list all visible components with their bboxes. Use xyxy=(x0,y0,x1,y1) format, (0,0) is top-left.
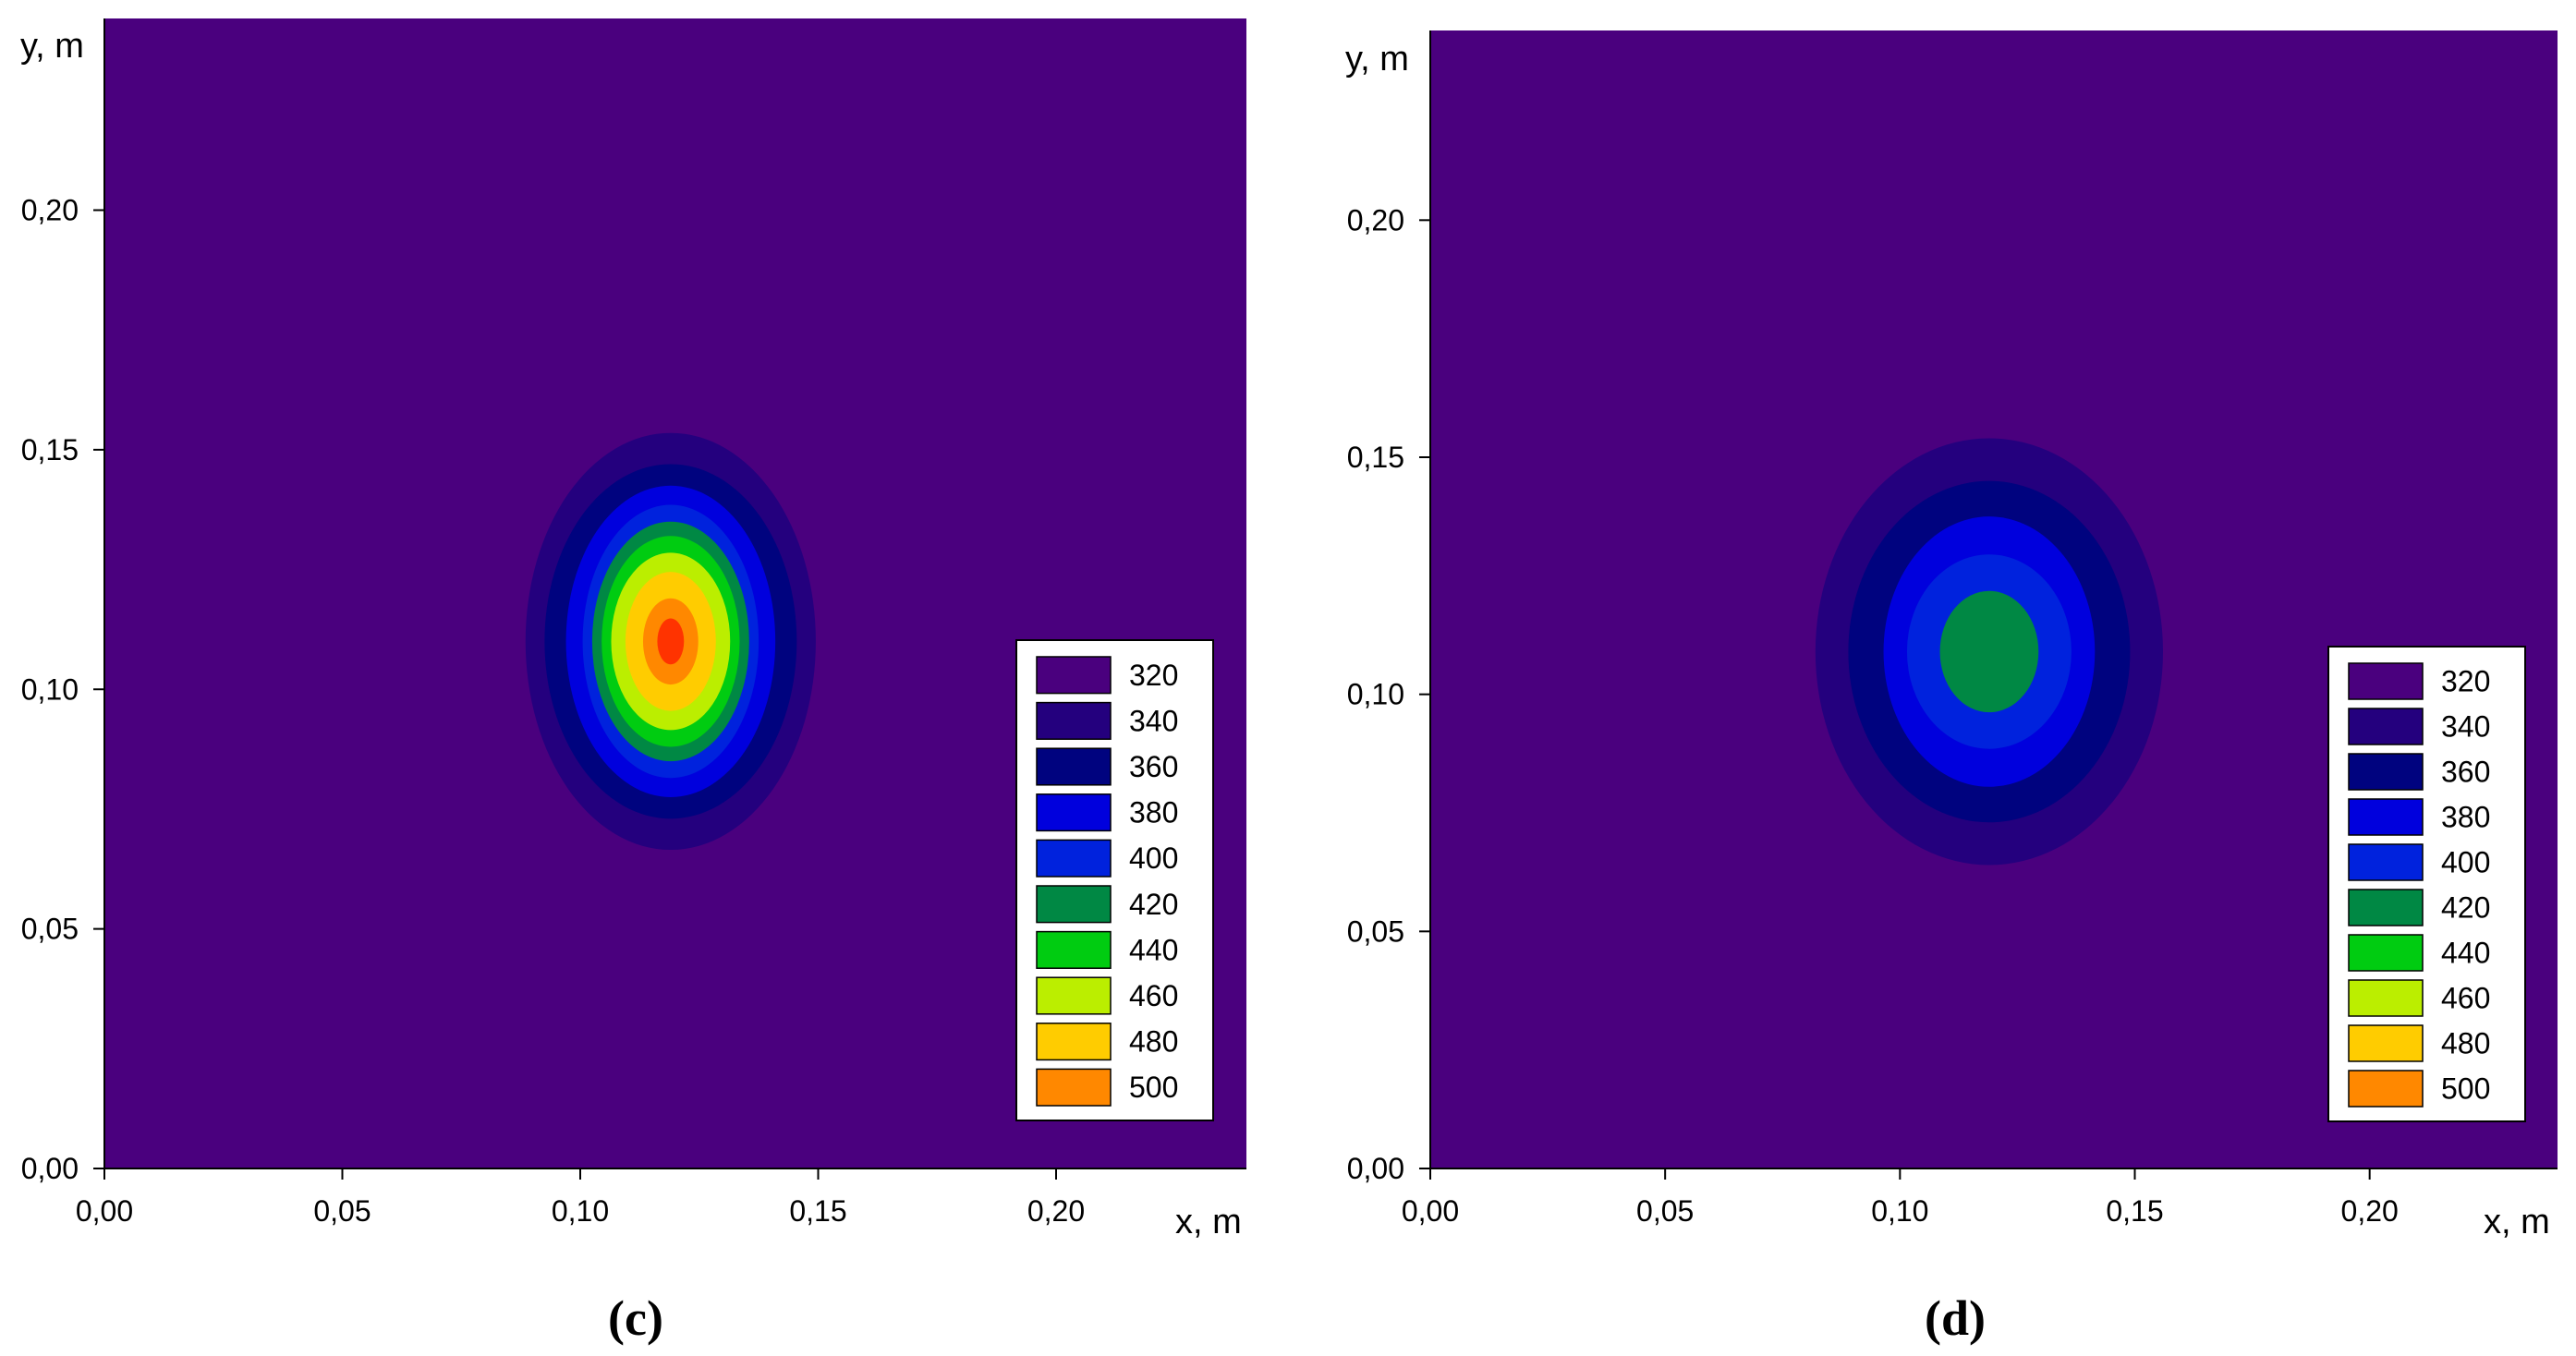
legend-label-320: 320 xyxy=(1129,659,1178,692)
x-tick-label: 0,05 xyxy=(1636,1194,1694,1228)
y-tick-label: 0,15 xyxy=(1347,441,1404,474)
legend-swatch-340 xyxy=(1036,701,1112,740)
legend-label-480: 480 xyxy=(2441,1027,2490,1060)
legend-label-380: 380 xyxy=(2441,801,2490,834)
x-tick-label: 0,00 xyxy=(76,1194,133,1228)
legend-swatch-420 xyxy=(2348,889,2424,926)
legend-label-360: 360 xyxy=(2441,756,2490,789)
contour-420 xyxy=(1939,590,2039,713)
contour-520 xyxy=(657,618,685,665)
legend-swatch-340 xyxy=(2348,708,2424,745)
legend-label-340: 340 xyxy=(1129,704,1178,737)
legend-label-340: 340 xyxy=(2441,710,2490,744)
y-axis: 0,00 0,05 0,10 0,15 0,20 xyxy=(21,18,105,1185)
legend-label-320: 320 xyxy=(2441,665,2490,698)
legend-label-500: 500 xyxy=(2441,1072,2490,1106)
x-tick-label: 0,15 xyxy=(2106,1194,2163,1228)
legend-swatch-440 xyxy=(1036,930,1112,969)
legend-swatch-460 xyxy=(1036,976,1112,1015)
legend-swatch-380 xyxy=(2348,798,2424,836)
chart-panel-c: 0,00 0,05 0,10 0,15 0,20 0,00 0,05 0,10 0,15 0,2… xyxy=(20,18,1246,1346)
x-tick-label: 0,15 xyxy=(789,1194,846,1228)
legend-label-400: 400 xyxy=(2441,846,2490,879)
x-tick-label: 0,05 xyxy=(313,1194,371,1228)
x-tick-label: 0,00 xyxy=(1402,1194,1459,1228)
contour-layer xyxy=(525,432,816,851)
y-axis: 0,00 0,05 0,10 0,15 0,20 xyxy=(1347,30,1431,1185)
legend-swatch-480 xyxy=(2348,1024,2424,1062)
y-tick-label: 0,00 xyxy=(21,1152,79,1185)
y-tick-label: 0,20 xyxy=(1347,203,1404,236)
x-axis: 0,00 0,05 0,10 0,15 0,20 xyxy=(1402,1168,2558,1228)
legend-swatch-400 xyxy=(2348,843,2424,881)
y-tick-label: 0,10 xyxy=(21,672,79,706)
legend-swatch-420 xyxy=(1036,885,1112,924)
legend-swatch-360 xyxy=(1036,747,1112,786)
y-tick-label: 0,10 xyxy=(1347,678,1404,711)
legend-label-500: 500 xyxy=(1129,1071,1178,1104)
legend-label-400: 400 xyxy=(1129,841,1178,875)
legend-label-420: 420 xyxy=(2441,891,2490,925)
x-axis: 0,00 0,05 0,10 0,15 0,20 xyxy=(76,1168,1246,1228)
legend: 320 340 360 380 400 420 440 460 480 500 xyxy=(2327,646,2526,1122)
legend-swatch-460 xyxy=(2348,979,2424,1017)
legend-swatch-500 xyxy=(1036,1068,1112,1107)
y-tick-label: 0,15 xyxy=(21,433,79,466)
y-tick-label: 0,05 xyxy=(21,913,79,946)
legend-label-480: 480 xyxy=(1129,1025,1178,1059)
panel-label: (d) xyxy=(1925,1290,1986,1346)
legend-swatch-400 xyxy=(1036,839,1112,878)
y-axis-label: y, m xyxy=(20,27,84,66)
x-tick-label: 0,20 xyxy=(1027,1194,1085,1228)
chart-panel-d: 0,00 0,05 0,10 0,15 0,20 0,00 0,05 0,10 0,15 0,2… xyxy=(1345,30,2558,1346)
legend-label-360: 360 xyxy=(1129,750,1178,783)
y-tick-label: 0,05 xyxy=(1347,914,1404,948)
x-tick-label: 0,10 xyxy=(1871,1194,1928,1228)
x-axis-label: x, m xyxy=(2484,1203,2550,1241)
legend-label-460: 460 xyxy=(2441,982,2490,1015)
legend-label-440: 440 xyxy=(2441,937,2490,970)
legend: 320 340 360 380 400 420 440 460 480 500 xyxy=(1015,639,1214,1121)
x-tick-label: 0,10 xyxy=(552,1194,609,1228)
legend-swatch-480 xyxy=(1036,1023,1112,1061)
y-tick-label: 0,00 xyxy=(1347,1152,1404,1185)
legend-swatch-360 xyxy=(2348,753,2424,791)
x-axis-label: x, m xyxy=(1175,1203,1242,1241)
y-axis-label: y, m xyxy=(1345,40,1409,79)
panel-label: (c) xyxy=(608,1290,663,1346)
legend-swatch-320 xyxy=(2348,662,2424,700)
y-tick-label: 0,20 xyxy=(21,194,79,227)
legend-label-380: 380 xyxy=(1129,796,1178,829)
contour-layer xyxy=(1815,438,2163,866)
legend-label-420: 420 xyxy=(1129,888,1178,921)
legend-swatch-440 xyxy=(2348,934,2424,972)
legend-swatch-380 xyxy=(1036,793,1112,832)
legend-swatch-500 xyxy=(2348,1070,2424,1108)
x-tick-label: 0,20 xyxy=(2341,1194,2399,1228)
legend-swatch-320 xyxy=(1036,656,1112,695)
legend-label-440: 440 xyxy=(1129,933,1178,966)
legend-label-460: 460 xyxy=(1129,979,1178,1012)
